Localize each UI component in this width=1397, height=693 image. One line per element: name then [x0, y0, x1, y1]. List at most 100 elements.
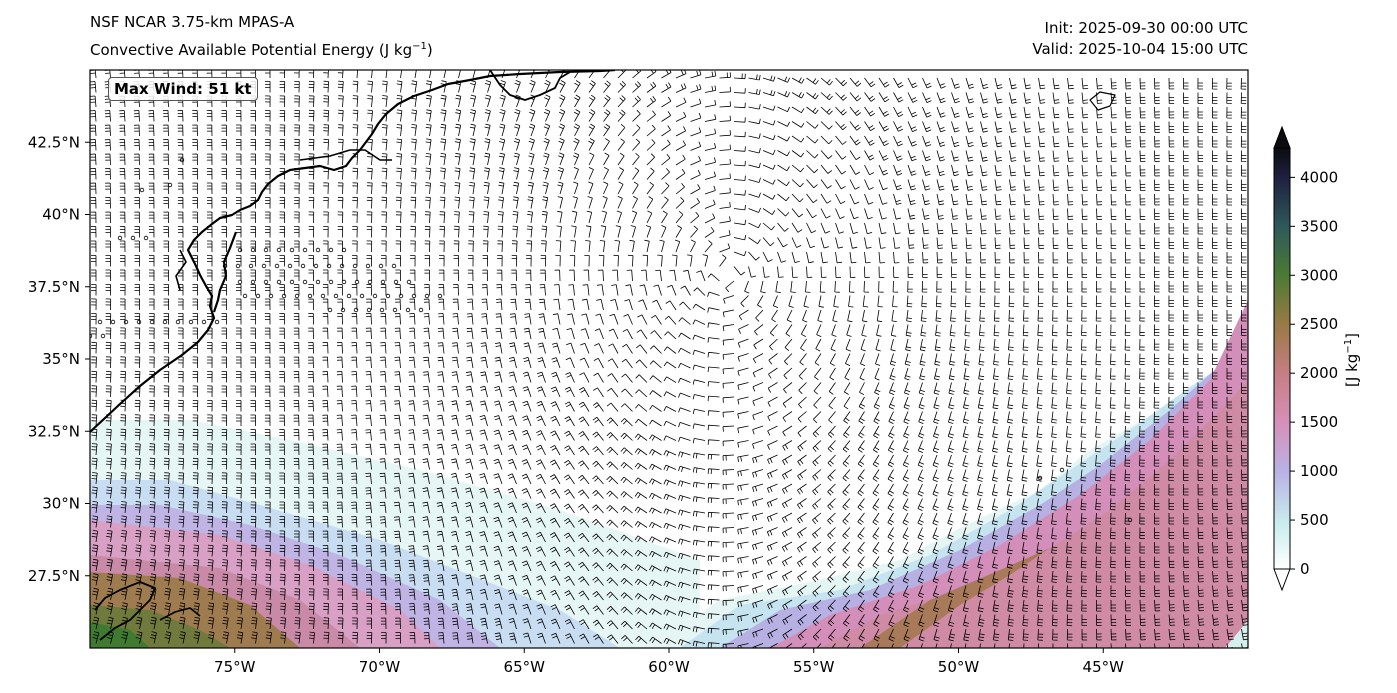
calm-dot	[302, 279, 308, 285]
calm-dot	[437, 293, 443, 299]
colorbar-tick-label: 0	[1300, 560, 1310, 578]
lat-tick-label: 35°N	[42, 350, 80, 368]
lat-tick-label: 32.5°N	[28, 422, 80, 440]
colorbar-label-close: ]	[1343, 333, 1361, 339]
bahamas-coast	[94, 581, 156, 641]
calm-dot	[1059, 467, 1065, 473]
colorbar-extend-min	[1273, 568, 1291, 592]
latitude-axis: 27.5°N 30°N 32.5°N 35°N 37.5°N 40°N 42.5°N	[28, 133, 90, 585]
calm-dot	[294, 293, 300, 299]
calm-dot	[393, 279, 399, 285]
calm-dot	[139, 187, 145, 193]
calm-dot	[276, 247, 282, 253]
calm-dot	[100, 333, 106, 339]
calm-dot	[188, 319, 194, 325]
colorbar-extend-max	[1273, 125, 1291, 149]
colorbar-tick-label: 2000	[1300, 364, 1338, 382]
field-title: Convective Available Potential Energy (J…	[90, 38, 433, 59]
calm-dot	[281, 293, 287, 299]
lat-tick-label: 27.5°N	[28, 567, 80, 585]
calm-dot	[353, 307, 359, 313]
calm-dot	[110, 319, 116, 325]
calm-dot	[263, 247, 269, 253]
nova-scotia	[489, 70, 571, 101]
init-time: Init: 2025-09-30 00:00 UTC	[1044, 19, 1248, 37]
calm-dot	[143, 235, 149, 241]
calm-dot	[365, 263, 371, 269]
calm-dot	[359, 293, 365, 299]
long-island	[299, 149, 392, 161]
longitude-axis: 75°W 70°W 65°W 60°W 55°W 50°W 45°W	[214, 648, 1124, 676]
model-title: NSF NCAR 3.75-km MPAS-A	[90, 13, 295, 31]
calm-dot	[289, 247, 295, 253]
calm-dot	[263, 279, 269, 285]
coastline	[90, 70, 1116, 641]
calm-dot	[276, 279, 282, 285]
colorbar: 0 500 1000 1500 2000 2500 3000 3500 4000	[1273, 125, 1338, 592]
field-title-text: Convective Available Potential Energy (J…	[90, 41, 413, 59]
calm-dot	[367, 279, 373, 285]
calm-dot	[123, 319, 129, 325]
calm-dot	[250, 279, 256, 285]
calm-dot	[201, 319, 207, 325]
calm-dot	[307, 293, 313, 299]
calm-dot	[97, 319, 103, 325]
field-title-close: )	[426, 41, 433, 59]
chesapeake-bay	[212, 231, 238, 313]
colorbar-tick-label: 2500	[1300, 315, 1338, 333]
calm-dot	[175, 319, 181, 325]
calm-dot	[328, 247, 334, 253]
calm-dot	[117, 235, 123, 241]
calm-dot	[287, 263, 293, 269]
calm-dot	[300, 263, 306, 269]
calm-dot	[328, 279, 334, 285]
lon-tick-label: 60°W	[648, 658, 690, 676]
wind-barb-field	[90, 70, 1248, 648]
lat-tick-label: 40°N	[42, 206, 80, 224]
calm-dot	[339, 263, 345, 269]
colorbar-ticks: 0 500 1000 1500 2000 2500 3000 3500 4000	[1290, 168, 1338, 578]
calm-dot	[398, 293, 404, 299]
calm-dot	[327, 307, 333, 313]
colorbar-tick-label: 4000	[1300, 168, 1338, 186]
calm-dot	[130, 235, 136, 241]
field-title-exponent: −1	[412, 41, 427, 52]
calm-dot	[380, 279, 386, 285]
calm-dot	[248, 263, 254, 269]
calm-dot	[424, 293, 430, 299]
colorbar-label: [J kg−1]	[1343, 333, 1361, 387]
calm-dot	[302, 247, 308, 253]
lat-tick-label: 37.5°N	[28, 278, 80, 296]
calm-dot	[372, 293, 378, 299]
calm-dot	[418, 307, 424, 313]
calm-dot	[341, 279, 347, 285]
calm-dot	[313, 263, 319, 269]
colorbar-label-text: [J kg	[1343, 353, 1361, 387]
colorbar-tick-label: 3500	[1300, 217, 1338, 235]
calm-dot	[340, 307, 346, 313]
calm-dot	[214, 319, 220, 325]
lon-tick-label: 55°W	[793, 658, 835, 676]
colorbar-label-exponent: −1	[1343, 338, 1354, 354]
calm-dot	[315, 279, 321, 285]
calm-dot	[268, 293, 274, 299]
calm-dot	[391, 263, 397, 269]
calm-dot	[289, 279, 295, 285]
wind-barbs	[90, 70, 1248, 648]
calm-dot	[261, 263, 267, 269]
valid-time: Valid: 2025-10-04 15:00 UTC	[1032, 40, 1248, 58]
calm-dot	[162, 319, 168, 325]
lon-tick-label: 45°W	[1083, 658, 1125, 676]
colorbar-bar	[1273, 147, 1291, 570]
colorbar-tick-label: 1000	[1300, 462, 1338, 480]
lon-tick-label: 70°W	[359, 658, 401, 676]
calm-dot	[326, 263, 332, 269]
calm-dot	[392, 307, 398, 313]
calm-dot	[250, 247, 256, 253]
calm-dot	[405, 307, 411, 313]
calm-dot	[406, 279, 412, 285]
calm-dot	[333, 293, 339, 299]
colorbar-tick-label: 500	[1300, 511, 1329, 529]
calm-dot	[315, 247, 321, 253]
